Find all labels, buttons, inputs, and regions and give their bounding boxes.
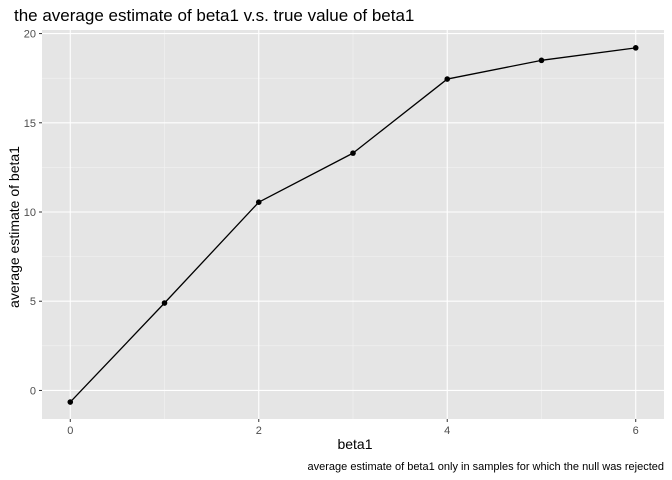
y-tick-label: 15: [24, 118, 36, 130]
series-points: [67, 45, 639, 405]
data-point: [632, 45, 639, 51]
y-tick-label: 10: [24, 207, 36, 219]
x-tick-label: 2: [256, 425, 262, 437]
chart-title: the average estimate of beta1 v.s. true …: [14, 6, 414, 25]
y-tick-label: 5: [30, 296, 36, 308]
x-tick-label: 6: [633, 425, 639, 437]
data-point: [255, 199, 262, 205]
y-axis-title: average estimate of beta1: [6, 146, 22, 308]
chart-caption: average estimate of beta1 only in sample…: [308, 461, 664, 473]
data-point: [538, 57, 545, 64]
major-gridlines: [42, 30, 664, 419]
data-point: [67, 399, 74, 405]
x-tick-label: 4: [444, 425, 450, 437]
data-point: [444, 76, 451, 82]
axis-ticks: [39, 33, 637, 422]
x-axis-tick-labels: 0 2 4 6: [67, 425, 639, 437]
minor-gridlines: [42, 30, 664, 419]
y-axis-tick-labels: 0 5 10 15 20: [24, 29, 36, 398]
x-tick-label: 0: [67, 425, 73, 437]
y-tick-label: 20: [24, 29, 36, 41]
data-point: [161, 300, 168, 306]
data-point: [350, 150, 356, 156]
y-tick-label: 0: [30, 385, 36, 397]
x-axis-title: beta1: [337, 436, 372, 452]
